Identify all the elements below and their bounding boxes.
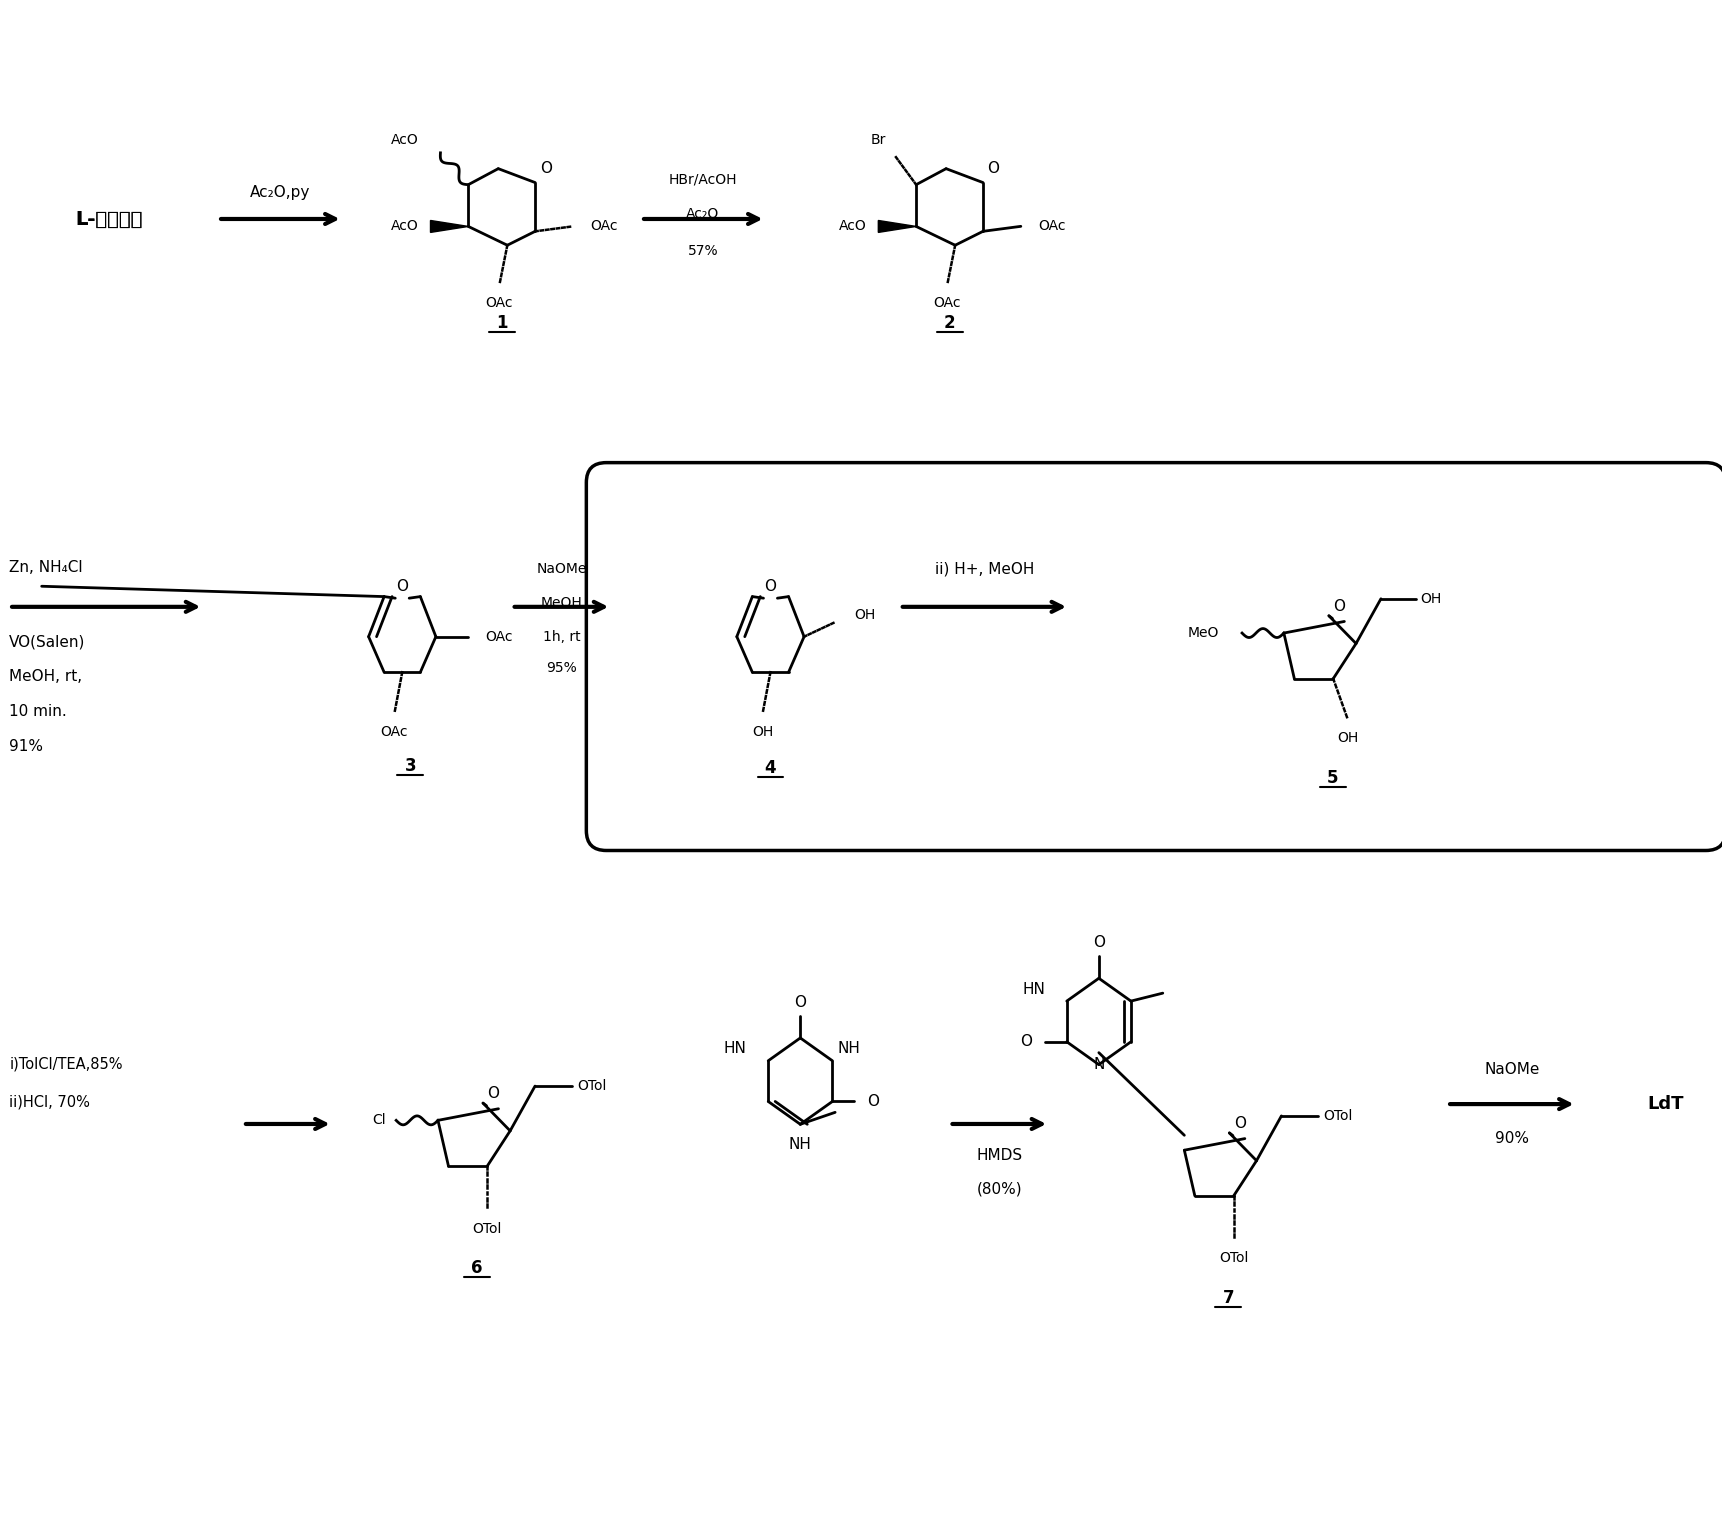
Text: NH: NH xyxy=(789,1137,811,1152)
Text: HN: HN xyxy=(1022,982,1044,996)
Text: Cl: Cl xyxy=(373,1113,387,1128)
Text: OTol: OTol xyxy=(576,1079,606,1093)
Text: AcO: AcO xyxy=(839,220,866,233)
Text: OH: OH xyxy=(854,608,875,622)
Text: O: O xyxy=(987,161,999,176)
Text: VO(Salen): VO(Salen) xyxy=(9,634,86,649)
Text: Ac₂O,py: Ac₂O,py xyxy=(250,185,311,200)
Text: OAc: OAc xyxy=(485,629,513,644)
Text: OAc: OAc xyxy=(934,296,961,309)
Text: O: O xyxy=(487,1087,499,1101)
Text: ii) H+, MeOH: ii) H+, MeOH xyxy=(935,561,1034,576)
Text: O: O xyxy=(397,579,409,594)
Text: ii)HCl, 70%: ii)HCl, 70% xyxy=(9,1095,90,1110)
Text: NH: NH xyxy=(837,1041,860,1057)
Text: Br: Br xyxy=(872,133,885,147)
Text: OH: OH xyxy=(1338,731,1358,746)
Text: LdT: LdT xyxy=(1648,1095,1685,1113)
Text: MeOH, rt,: MeOH, rt, xyxy=(9,669,83,684)
Text: i)TolCl/TEA,85%: i)TolCl/TEA,85% xyxy=(9,1057,123,1072)
Text: AcO: AcO xyxy=(390,220,419,233)
Text: 1h, rt: 1h, rt xyxy=(542,629,580,644)
Text: Zn, NH₄Cl: Zn, NH₄Cl xyxy=(9,559,83,575)
Text: OH: OH xyxy=(753,725,773,738)
Text: L-阿拉伯糖: L-阿拉伯糖 xyxy=(74,209,142,229)
Text: Ac₂O: Ac₂O xyxy=(687,208,720,221)
Text: HBr/AcOH: HBr/AcOH xyxy=(668,173,737,186)
Text: 90%: 90% xyxy=(1495,1131,1529,1146)
Text: O: O xyxy=(794,994,806,1010)
Text: 6: 6 xyxy=(471,1260,483,1276)
Text: OTol: OTol xyxy=(473,1222,502,1236)
Text: NaOMe: NaOMe xyxy=(537,562,587,576)
Text: 95%: 95% xyxy=(545,661,576,676)
Text: OH: OH xyxy=(1420,591,1441,606)
Text: 57%: 57% xyxy=(687,244,718,258)
Text: 7: 7 xyxy=(1222,1289,1234,1307)
Text: O: O xyxy=(1020,1034,1032,1049)
Text: OAc: OAc xyxy=(590,220,618,233)
Text: OTol: OTol xyxy=(1219,1252,1248,1266)
Text: 4: 4 xyxy=(765,760,777,776)
Text: 2: 2 xyxy=(944,314,956,332)
Text: 5: 5 xyxy=(1327,769,1338,787)
Text: O: O xyxy=(1234,1116,1246,1131)
Text: O: O xyxy=(1093,935,1105,951)
Text: NaOMe: NaOMe xyxy=(1484,1061,1540,1076)
Text: OTol: OTol xyxy=(1324,1108,1353,1123)
Text: O: O xyxy=(765,579,777,594)
Polygon shape xyxy=(430,220,468,232)
Text: O: O xyxy=(540,161,552,176)
Text: L-阿拉伯糖: L-阿拉伯糖 xyxy=(74,209,142,229)
Text: 91%: 91% xyxy=(9,738,43,753)
Text: OAc: OAc xyxy=(1037,220,1065,233)
Text: HN: HN xyxy=(723,1041,746,1057)
Text: 10 min.: 10 min. xyxy=(9,703,67,719)
Text: O: O xyxy=(1334,599,1345,614)
Text: MeOH: MeOH xyxy=(540,596,582,609)
Text: HMDS: HMDS xyxy=(977,1148,1022,1163)
Text: MeO: MeO xyxy=(1187,626,1219,640)
Text: OAc: OAc xyxy=(485,296,513,309)
Text: AcO: AcO xyxy=(390,133,419,147)
Text: 1: 1 xyxy=(495,314,507,332)
Text: O: O xyxy=(866,1095,879,1110)
Polygon shape xyxy=(879,220,917,232)
Text: OAc: OAc xyxy=(380,725,407,738)
Text: N: N xyxy=(1093,1057,1105,1072)
Text: (80%): (80%) xyxy=(977,1181,1022,1196)
Text: 3: 3 xyxy=(404,756,416,775)
